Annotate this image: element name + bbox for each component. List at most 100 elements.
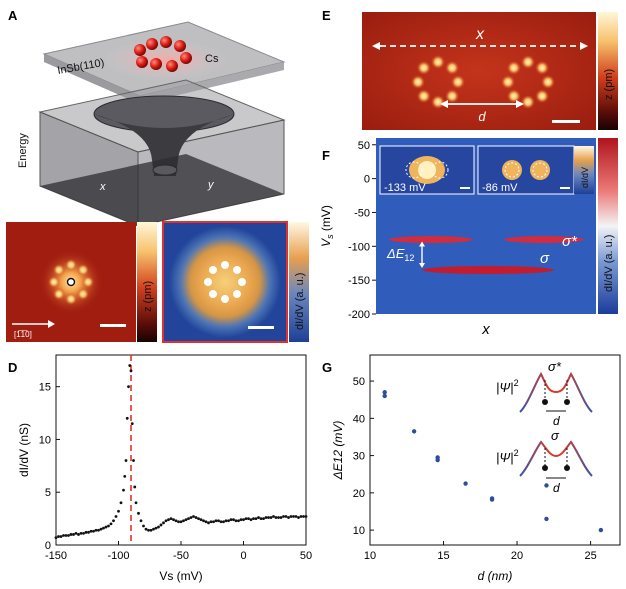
x-tick-label: 10	[364, 550, 376, 562]
corral-atom	[52, 263, 65, 276]
data-point	[239, 518, 243, 522]
data-point	[284, 515, 288, 518]
dimer-atom	[431, 95, 445, 109]
data-point	[264, 516, 268, 519]
y-tick-label: -200	[348, 309, 370, 321]
data-point	[134, 501, 138, 505]
data-point	[204, 520, 208, 524]
data-point	[67, 534, 70, 537]
sigma-star-band-left	[389, 236, 473, 244]
corral-atom	[238, 278, 246, 286]
data-point	[249, 518, 253, 522]
corral-atom	[208, 290, 217, 299]
panel-b: B [1̅1̅0] z (pm)	[6, 222, 157, 342]
corral-atom	[48, 276, 60, 288]
floor-x-label: x	[99, 181, 106, 193]
scale-bar-e	[552, 120, 580, 123]
data-point	[234, 519, 238, 523]
dimer-atom	[445, 60, 460, 75]
data-point	[139, 519, 143, 523]
data-point	[544, 516, 549, 522]
data-point	[59, 535, 63, 538]
direction-label-b: [1̅1̅0]	[14, 330, 32, 339]
dimer-atom	[521, 95, 535, 109]
y-tick-label: 20	[353, 488, 365, 500]
data-point	[197, 517, 200, 521]
center-marker-b	[66, 277, 76, 287]
y-tick-label: 0	[45, 540, 51, 552]
data-point	[89, 529, 93, 533]
data-point	[192, 515, 195, 518]
data-point	[182, 519, 185, 523]
ticks-g: 10 15 20 25 10 20 30 40 50	[353, 376, 597, 562]
data-point	[62, 534, 65, 537]
data-point	[382, 393, 387, 399]
data-point	[435, 457, 440, 463]
ticks-f: 50 0 -50 -100 -150 -200	[348, 140, 376, 321]
x-arrowhead-right-e	[580, 42, 588, 50]
data-point	[287, 516, 290, 519]
x-arrowhead-left-e	[372, 42, 380, 50]
data-point	[84, 530, 88, 534]
data-point	[117, 509, 120, 513]
sigma-star-band-right	[504, 236, 584, 244]
delta-e-arrowhead-bottom	[419, 263, 425, 268]
dimer-atom	[506, 89, 521, 104]
colorbar-b	[137, 222, 157, 342]
y-tick-label: 15	[39, 382, 51, 394]
data-point	[292, 515, 295, 518]
data-point	[147, 528, 150, 532]
data-point	[99, 527, 103, 531]
panel-d: D -150 -100 -50 0 50 0 5 10 15 dI/dV (nS) Vs (mV…	[8, 354, 312, 583]
data-point	[302, 515, 305, 518]
dimer-atom	[445, 89, 460, 104]
data-point	[257, 516, 260, 519]
colorbar-label-b: z (pm)	[142, 281, 154, 312]
x-tick-label: -150	[45, 550, 67, 562]
data-point	[112, 519, 115, 523]
topography-image-e	[362, 12, 596, 130]
data-point	[282, 515, 285, 518]
atom-left-antibonding	[542, 399, 548, 405]
x-tick-label: -100	[107, 550, 129, 562]
dimer-atom	[535, 60, 550, 75]
data-point	[167, 518, 170, 522]
d-label-bonding: d	[553, 481, 560, 495]
y-tick-label: -150	[348, 275, 370, 287]
data-point	[199, 518, 203, 522]
sigma-inset-label: σ	[551, 428, 560, 443]
dimer-atom	[416, 60, 431, 75]
data-point	[54, 536, 58, 540]
scale-bar-c	[248, 326, 274, 329]
data-point	[172, 518, 175, 522]
atom-right-bonding	[564, 465, 570, 471]
y-tick-label: 10	[39, 434, 51, 446]
data-point	[232, 518, 235, 522]
panel-c: C dI/dV (a. u.)	[162, 221, 309, 343]
data-point	[277, 516, 280, 519]
corral-atoms-c	[204, 261, 246, 303]
corral-atom	[82, 276, 94, 288]
delta-e-label: ΔE12	[386, 246, 414, 263]
data-point	[269, 516, 273, 519]
y-tick-label: 50	[353, 376, 365, 388]
panel-f: F -133 mV -86 mV dI/dV σ* σ ΔE12 dI/dV (…	[319, 138, 618, 338]
panel-g-label: G	[322, 360, 332, 375]
data-point	[129, 369, 133, 373]
data-point	[214, 519, 218, 523]
sigma-star-label: σ*	[562, 233, 578, 250]
d-label-e: d	[478, 109, 486, 124]
y-tick-label: -100	[348, 241, 370, 253]
dimer-atom	[521, 55, 535, 69]
data-point	[174, 519, 178, 523]
dimer-atom	[541, 75, 555, 89]
inset-2-ring-left	[504, 162, 520, 178]
data-point	[227, 519, 230, 523]
atom-right-antibonding	[564, 399, 570, 405]
dimer-atom	[431, 55, 445, 69]
data-point	[64, 534, 68, 537]
dimer-atom	[501, 75, 515, 89]
dimer-atom	[506, 60, 521, 75]
direction-arrowhead-b	[48, 320, 55, 328]
data-point	[97, 528, 100, 532]
